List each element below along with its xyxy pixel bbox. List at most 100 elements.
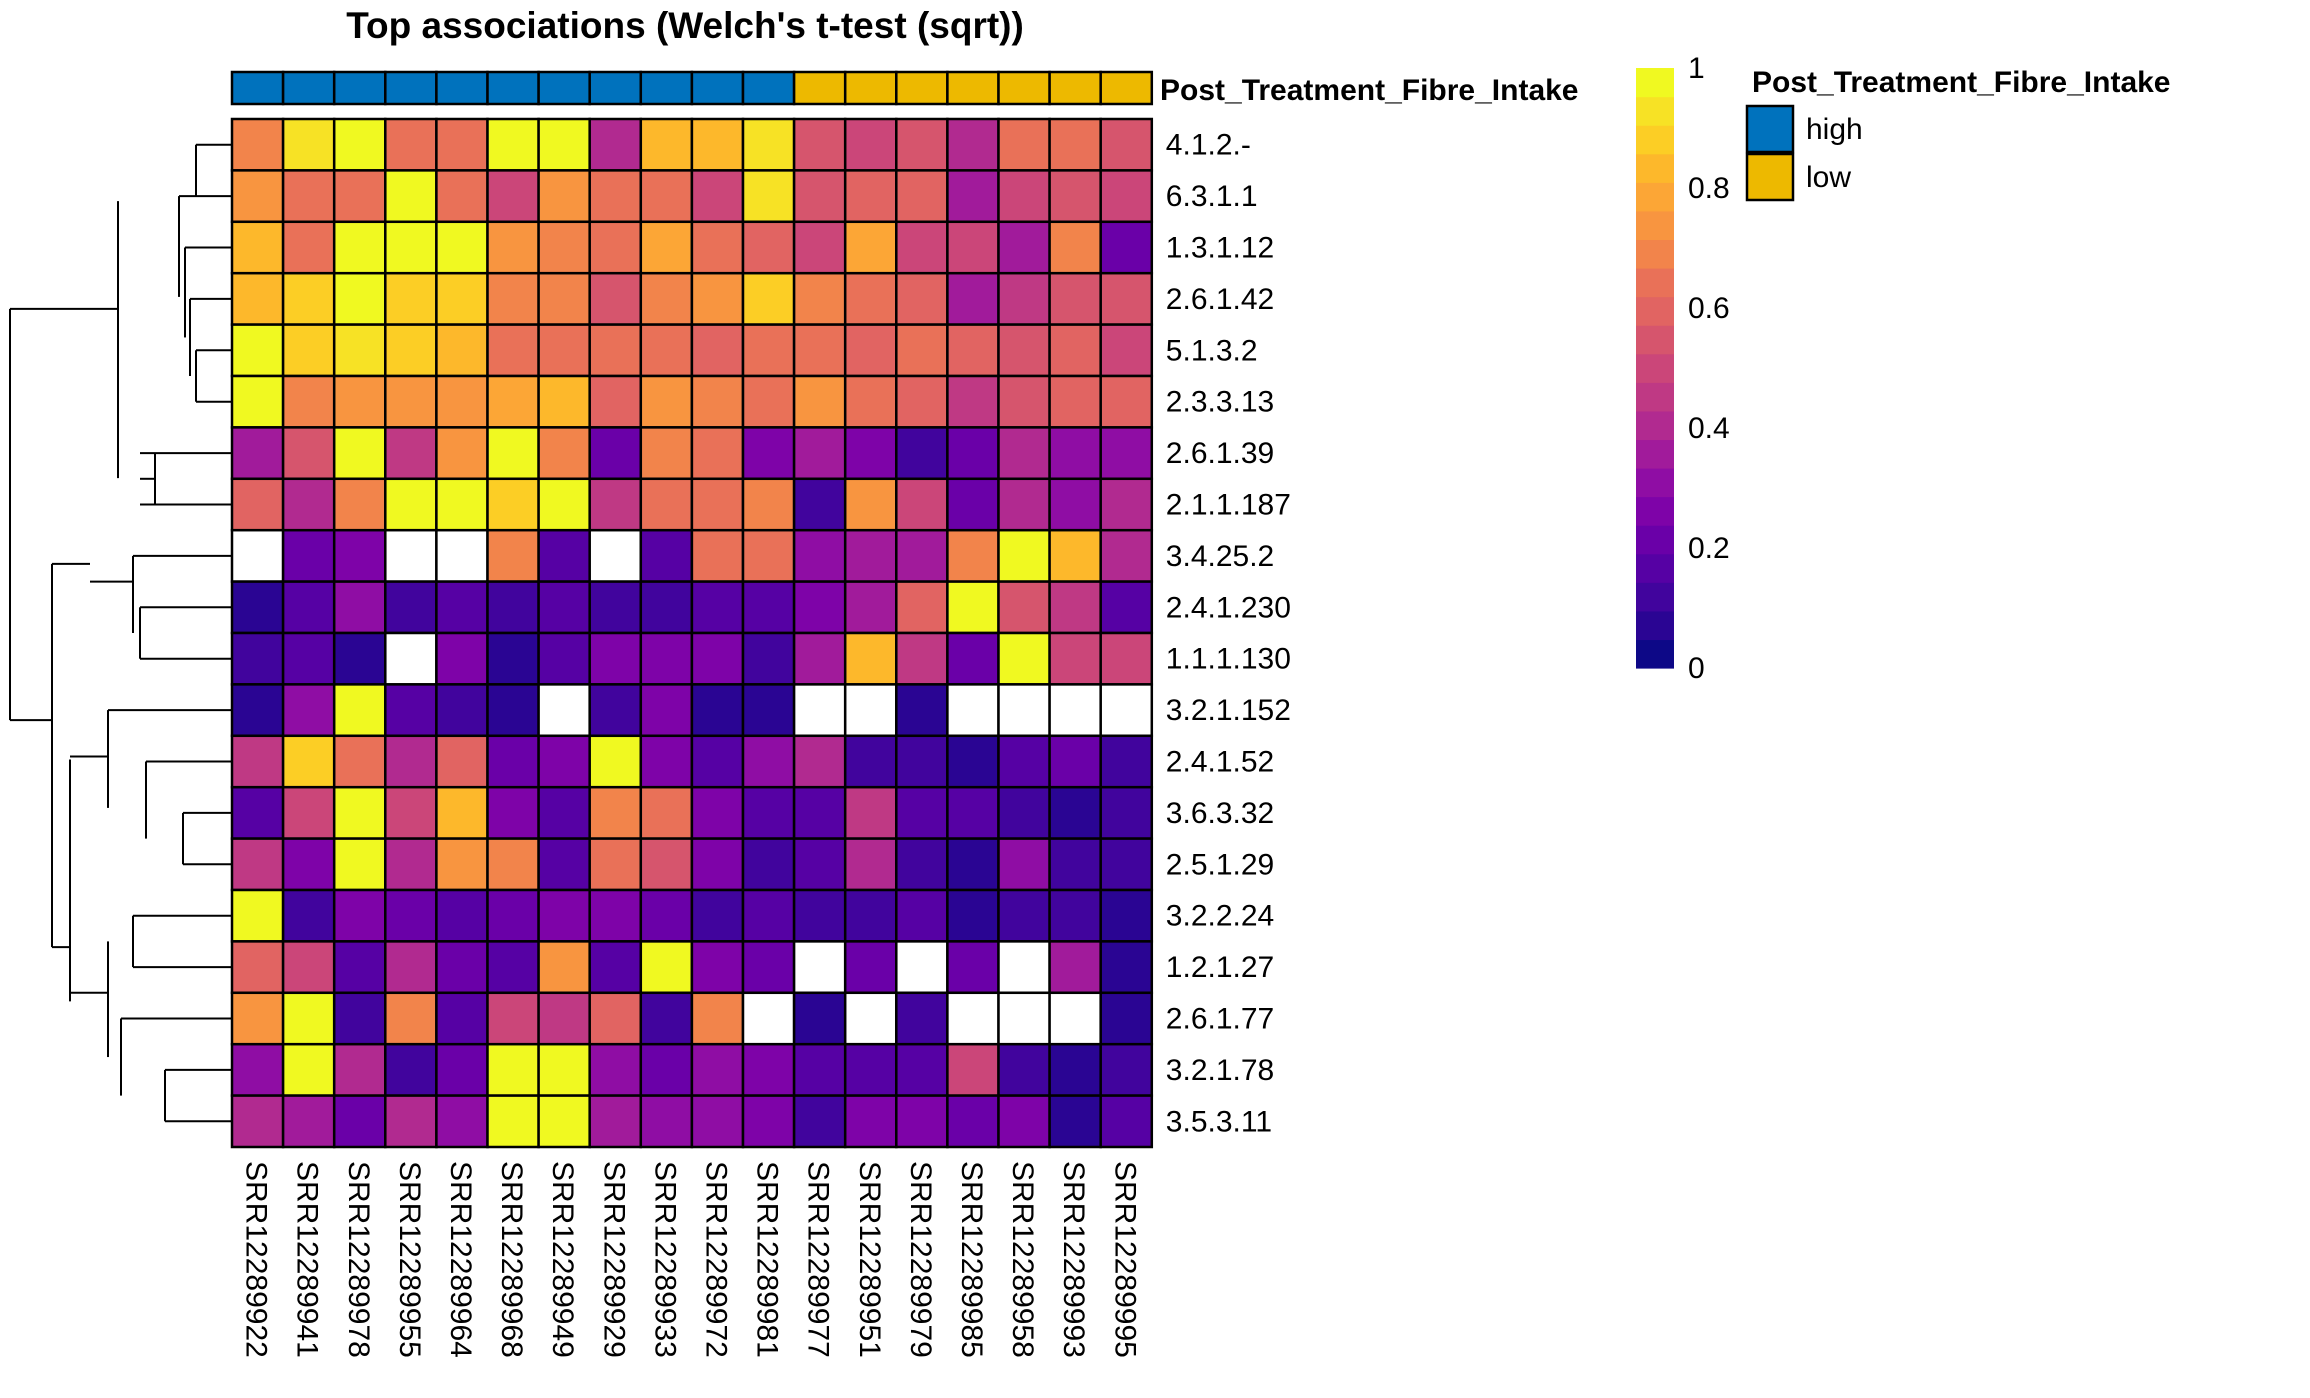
heatmap-cell: [639, 271, 694, 326]
heatmap-cell: [843, 117, 898, 172]
heatmap-cell: [792, 1094, 847, 1149]
heatmap-cell: [792, 888, 847, 943]
heatmap-cell: [588, 888, 643, 943]
heatmap-cell: [1048, 580, 1102, 635]
column-label: SRR12289933: [648, 1161, 681, 1358]
heatmap-cell: [588, 837, 643, 892]
heatmap-cell: [997, 1094, 1051, 1149]
annotation-cell: [639, 70, 694, 106]
heatmap-cell: [537, 1094, 591, 1149]
heatmap-cell: [435, 1042, 489, 1097]
heatmap-cell: [639, 940, 694, 995]
heatmap-cell: [690, 631, 745, 686]
heatmap-cell: [281, 117, 336, 172]
heatmap-cell: [1099, 271, 1154, 326]
heatmap-cell: [741, 1094, 796, 1149]
heatmap-cell: [792, 580, 847, 635]
heatmap-cell: [997, 426, 1051, 481]
heatmap-cell: [281, 631, 336, 686]
heatmap-cell: [1048, 1042, 1102, 1097]
row-label: 4.1.2.-: [1166, 129, 1251, 162]
heatmap-cell: [332, 117, 387, 172]
heatmap-cell: [997, 1042, 1051, 1097]
heatmap-cell: [1099, 117, 1154, 172]
heatmap-cell: [690, 940, 745, 995]
heatmap-cell: [281, 477, 336, 532]
heatmap-cell: [741, 940, 796, 995]
heatmap-cell: [741, 991, 796, 1046]
heatmap-cell: [792, 785, 847, 840]
heatmap-cell: [588, 631, 643, 686]
heatmap-cells: [230, 117, 1154, 1149]
heatmap-cell: [332, 528, 387, 583]
heatmap-cell: [1099, 323, 1154, 378]
annotation-cell: [741, 70, 796, 106]
row-label: 2.3.3.13: [1166, 386, 1274, 419]
heatmap-cell: [281, 888, 336, 943]
heatmap-cell: [588, 528, 643, 583]
heatmap-cell: [1048, 528, 1102, 583]
heatmap-cell: [741, 734, 796, 789]
color-scale-legend: 0 0.2 0.4 0.6 0.8 1: [1636, 52, 1730, 685]
heatmap-cell: [486, 580, 540, 635]
heatmap-cell: [946, 426, 1000, 481]
heatmap-cell: [332, 1094, 387, 1149]
colorbar-swatch: [1636, 153, 1674, 183]
heatmap-cell: [792, 323, 847, 378]
heatmap-cell: [792, 837, 847, 892]
heatmap-cell: [639, 734, 694, 789]
heatmap-cell: [639, 631, 694, 686]
heatmap-cell: [230, 785, 285, 840]
heatmap-cell: [588, 580, 643, 635]
heatmap-cell: [435, 220, 489, 275]
heatmap-cell: [946, 374, 1000, 429]
colorbar-tick-label: 0.2: [1688, 532, 1730, 565]
heatmap-cell: [588, 477, 643, 532]
heatmap-cell: [537, 323, 591, 378]
heatmap-cell: [281, 169, 336, 224]
annotation-label: Post_Treatment_Fibre_Intake: [1160, 74, 1579, 107]
heatmap-cell: [895, 528, 949, 583]
annotation-cell: [281, 70, 336, 106]
heatmap-cell: [537, 426, 591, 481]
heatmap-cell: [332, 631, 387, 686]
heatmap-cell: [997, 837, 1051, 892]
heatmap-cell: [588, 323, 643, 378]
annotation-cell: [1048, 70, 1102, 106]
heatmap-cell: [895, 580, 949, 635]
column-label: SRR12289922: [240, 1161, 273, 1358]
heatmap-cell: [1099, 580, 1154, 635]
row-label: 1.3.1.12: [1166, 232, 1274, 265]
heatmap-cell: [384, 837, 438, 892]
heatmap-cell: [384, 117, 438, 172]
heatmap-cell: [997, 169, 1051, 224]
heatmap-cell: [1048, 734, 1102, 789]
column-label: SRR12289968: [495, 1161, 528, 1358]
heatmap-cell: [639, 528, 694, 583]
heatmap-cell: [690, 169, 745, 224]
heatmap-cell: [997, 631, 1051, 686]
heatmap-cell: [639, 117, 694, 172]
annotation-legend: Post_Treatment_Fibre_Intake high low: [1745, 66, 2171, 202]
colorbar-tick-label: 0.8: [1688, 172, 1730, 205]
heatmap-cell: [332, 785, 387, 840]
heatmap-cell: [332, 940, 387, 995]
heatmap-cell: [843, 991, 898, 1046]
heatmap-cell: [895, 837, 949, 892]
column-label: SRR12289977: [802, 1161, 835, 1358]
heatmap-cell: [843, 837, 898, 892]
heatmap-cell: [843, 374, 898, 429]
heatmap-cell: [895, 940, 949, 995]
heatmap-cell: [230, 374, 285, 429]
row-label: 1.2.1.27: [1166, 951, 1274, 984]
heatmap-cell: [895, 323, 949, 378]
heatmap-cell: [946, 1094, 1000, 1149]
heatmap-cell: [230, 117, 285, 172]
heatmap-cell: [332, 169, 387, 224]
annotation-cell: [946, 70, 1000, 106]
heatmap-cell: [281, 528, 336, 583]
heatmap-cell: [384, 220, 438, 275]
heatmap-cell: [843, 683, 898, 738]
heatmap-cell: [639, 169, 694, 224]
heatmap-cell: [588, 220, 643, 275]
